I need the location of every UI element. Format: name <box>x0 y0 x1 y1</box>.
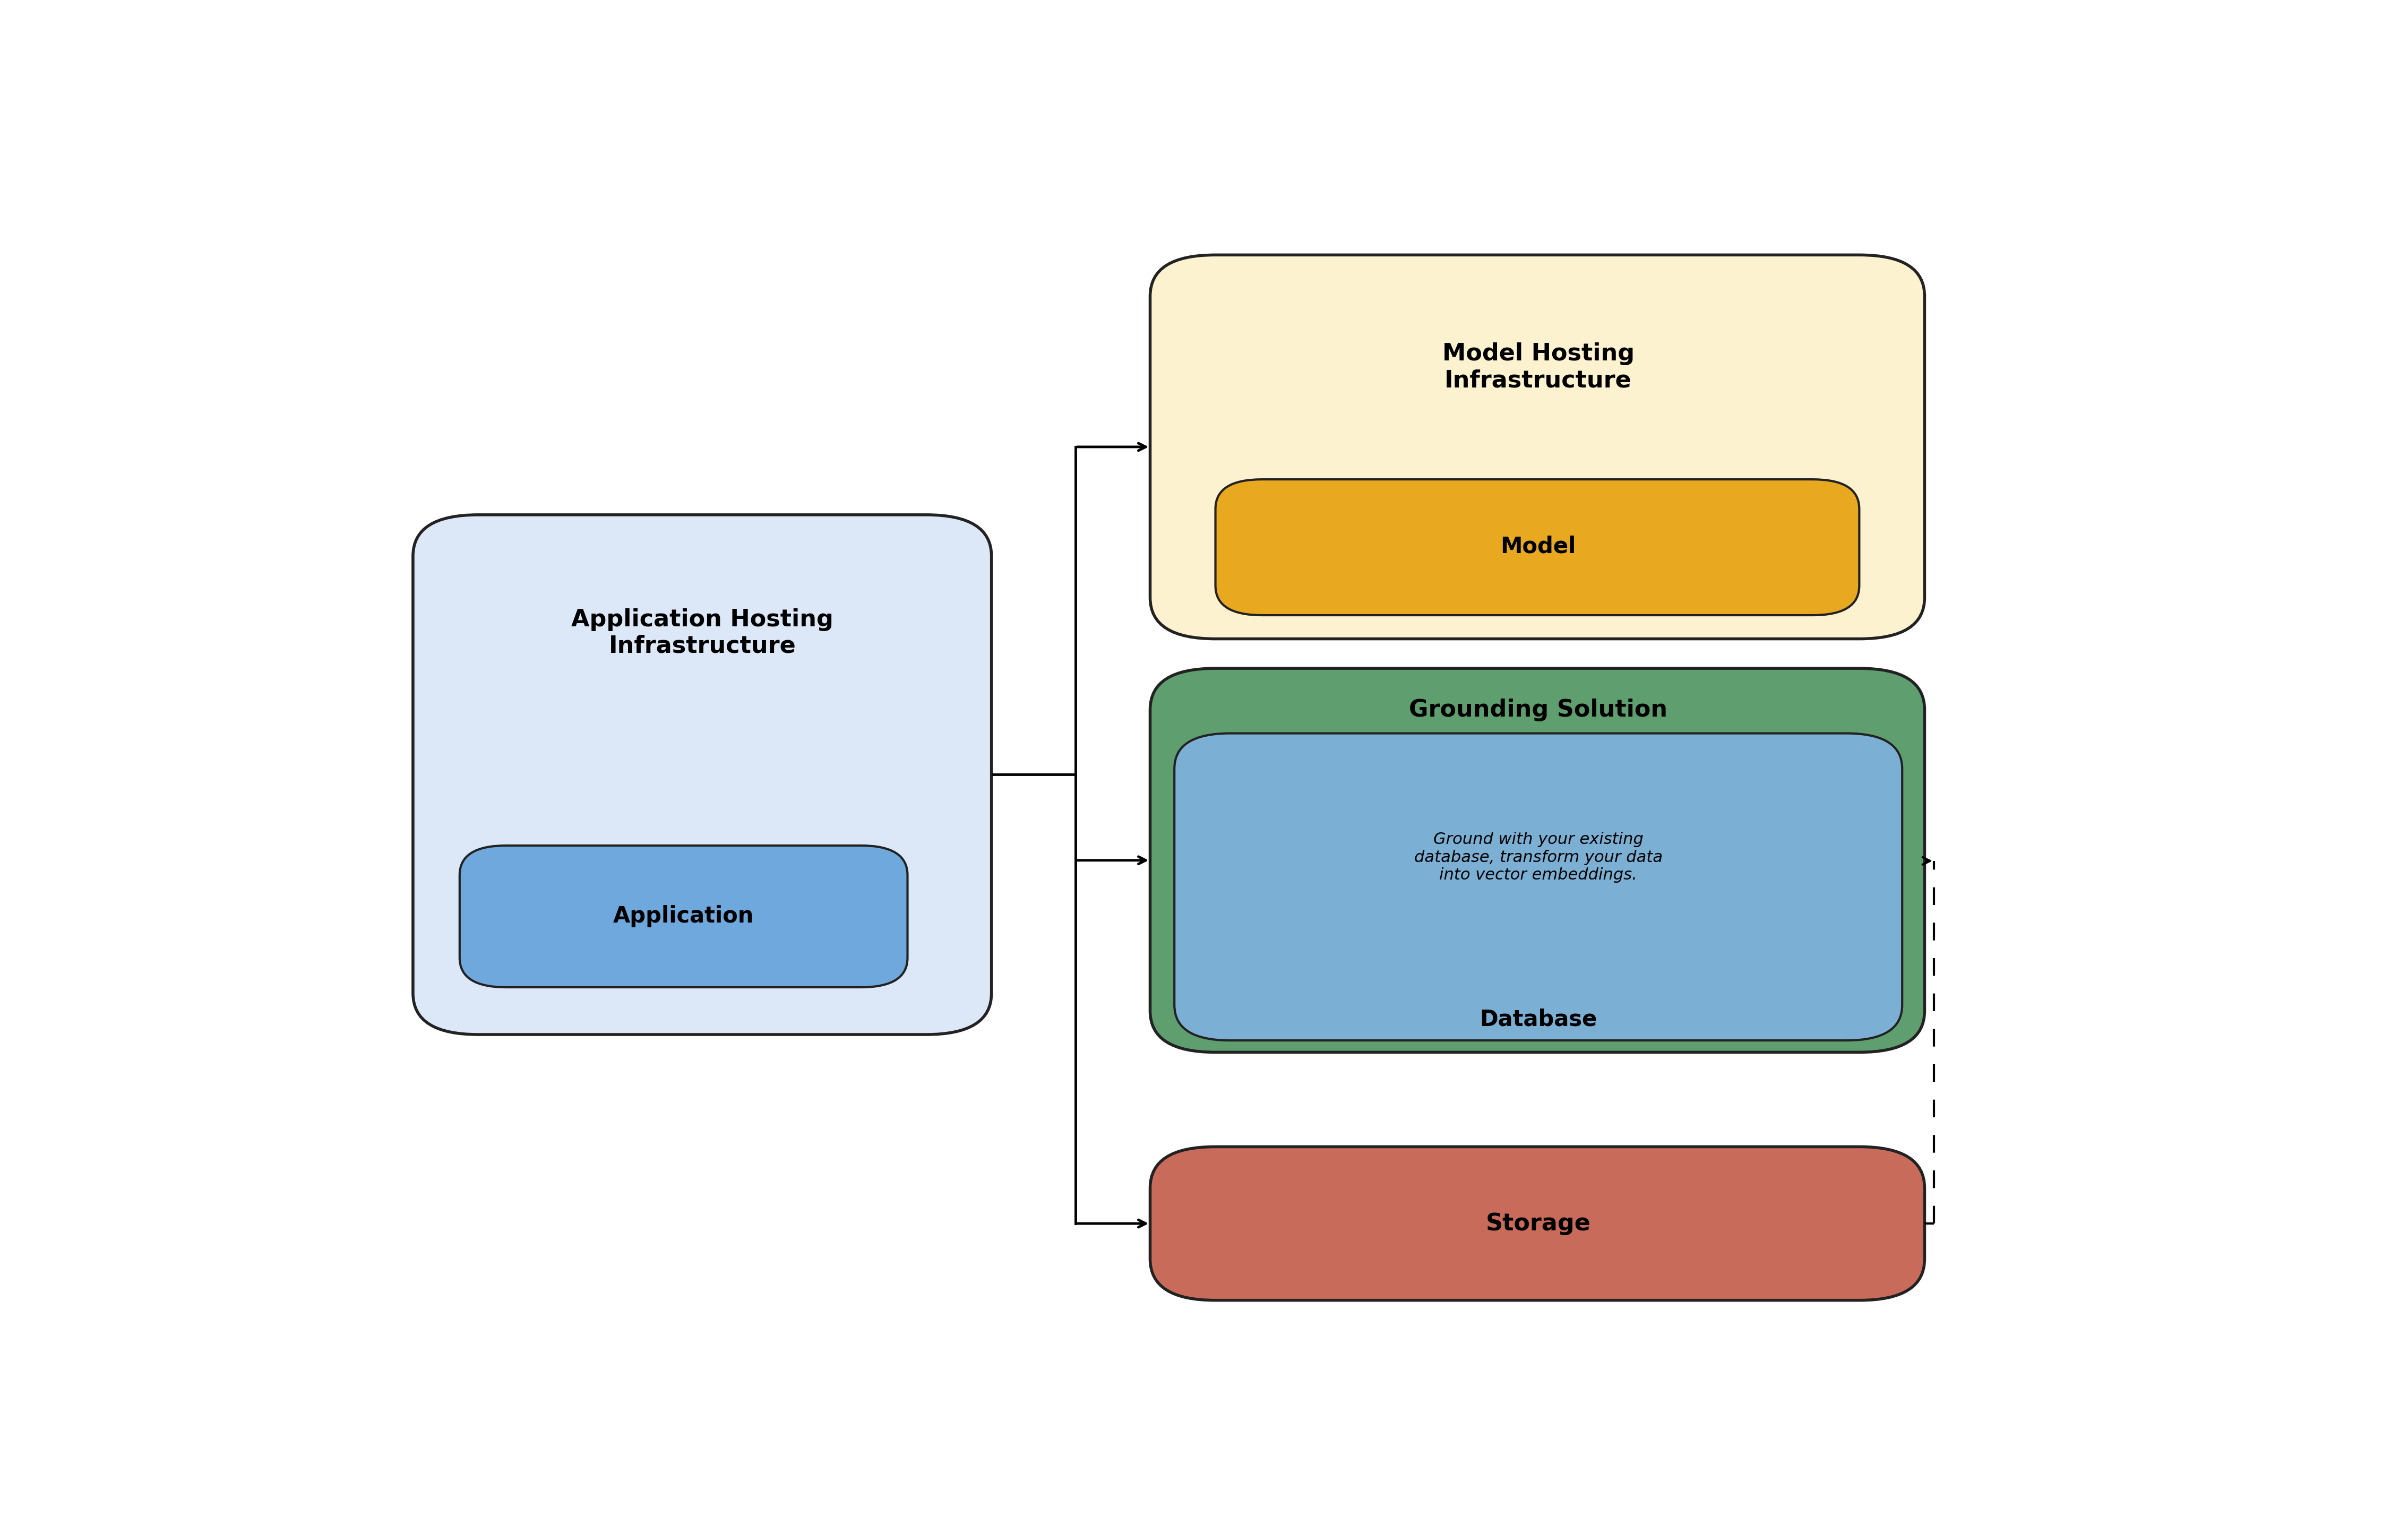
Text: Model: Model <box>1500 535 1577 558</box>
Text: Application Hosting
Infrastructure: Application Hosting Infrastructure <box>571 609 833 658</box>
FancyBboxPatch shape <box>1175 733 1902 1040</box>
Text: Application: Application <box>614 905 754 928</box>
FancyBboxPatch shape <box>1151 669 1924 1052</box>
FancyBboxPatch shape <box>460 845 908 988</box>
Text: Storage: Storage <box>1486 1212 1592 1235</box>
FancyBboxPatch shape <box>1216 479 1859 615</box>
Text: Database: Database <box>1479 1008 1597 1031</box>
FancyBboxPatch shape <box>414 515 992 1034</box>
FancyBboxPatch shape <box>1151 255 1924 638</box>
FancyBboxPatch shape <box>1151 1147 1924 1301</box>
Text: Model Hosting
Infrastructure: Model Hosting Infrastructure <box>1442 342 1635 391</box>
Text: Ground with your existing
database, transform your data
into vector embeddings.: Ground with your existing database, tran… <box>1413 831 1662 884</box>
Text: Grounding Solution: Grounding Solution <box>1409 698 1669 721</box>
